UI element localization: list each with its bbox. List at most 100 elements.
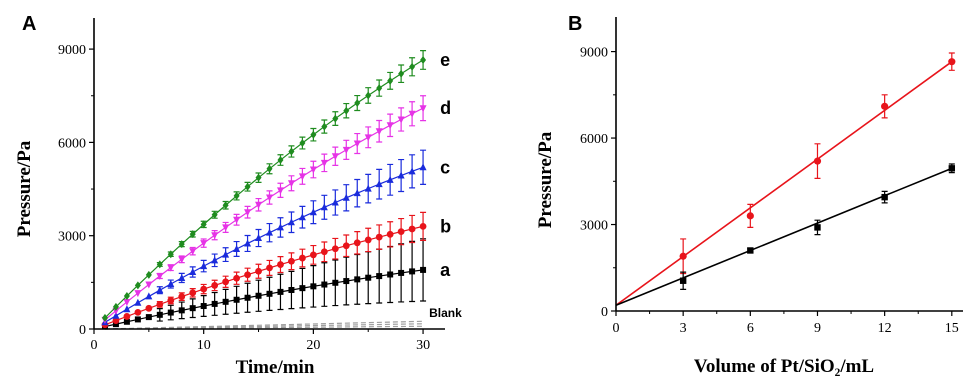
series-c-point-26 [375,180,383,188]
series-b-point-8 [178,293,186,301]
series-a-point-19 [299,285,306,292]
series-b-point-3 [123,313,131,320]
series-e-label: e [440,50,450,70]
series-b-point-24 [353,239,361,247]
panel-a-y-tick-label-9000: 9000 [58,43,86,58]
series-a-point-25 [365,274,372,281]
panel-b-ticks: 0 3 6 9 12 15 0 3000 6000 9000 [580,46,959,336]
series-a-point-30 [420,266,427,273]
series-e-point-1 [101,313,108,322]
series-d-point-24 [353,140,361,148]
panel-a: A 0 10 20 30 0 3000 6000 9000 Blank a b c d e Time/m… [14,13,462,378]
series-a-point-29 [409,268,416,275]
series-b-point-21 [320,248,328,256]
series-c-point-30 [419,163,427,171]
series-c-point-7 [167,280,175,288]
series-d-point-7 [167,264,175,272]
series-b-point-16 [266,264,273,272]
series-d-point-16 [266,194,273,202]
series-d-point-6 [156,273,164,281]
series-c-point-6 [156,286,164,294]
panel-b-series-b-point-6 [746,212,754,220]
panel-b-series-b-fit-line [615,61,953,306]
series-b-point-2 [112,317,120,324]
panel-b-series-a-point-12 [881,193,888,201]
series-e-point-22 [332,114,339,123]
series-e-point-4 [134,281,141,290]
series-d-point-3 [123,298,131,306]
series-e-point-15 [255,173,262,182]
panel-b-x-tick-label-6: 6 [747,321,754,336]
panel-a-x-tick-label-20: 20 [306,338,320,353]
series-c-point-13 [233,244,241,252]
panel-b-x-tick-label-15: 15 [945,321,959,336]
panel-b-y-tick-label-6000: 6000 [580,132,608,147]
series-a-point-15 [255,292,262,299]
series-c-point-3 [123,305,131,313]
series-b-point-20 [309,251,317,259]
series-e-point-28 [398,69,405,78]
series-b-point-29 [408,225,416,233]
series-b-point-15 [255,267,262,275]
series-b-point-22 [331,245,339,253]
series-c-point-8 [178,273,186,281]
series-c-point-20 [309,208,317,216]
series-c-point-16 [266,228,273,236]
series-d-line [104,107,424,321]
series-d-point-22 [331,153,339,161]
series-b-point-14 [244,271,251,279]
panel-a-y-tick-label-6000: 6000 [58,136,86,151]
series-a-point-28 [398,269,405,276]
series-e-point-25 [365,91,372,100]
series-e-point-16 [266,164,273,173]
series-a-point-27 [387,271,394,278]
series-e-point-24 [354,99,361,108]
series-b-label: b [440,216,451,236]
series-d-point-8 [178,256,186,264]
series-d-point-23 [342,146,350,154]
series-d-point-28 [397,116,405,124]
series-e-point-9 [189,230,196,239]
series-d-point-11 [211,232,219,240]
panel-b-axes [615,17,963,312]
panel-label-a: A [22,13,36,35]
series-d-point-9 [189,248,197,256]
series-d-label: d [440,98,451,118]
series-b-line [104,225,424,326]
series-d-point-21 [320,159,328,167]
series-d-point-18 [287,180,295,188]
series-c-point-14 [244,239,252,247]
series-c-point-10 [200,262,208,270]
series-a-point-11 [211,300,218,307]
series-c-point-23 [342,193,350,201]
series-c-point-11 [211,256,219,264]
panel-b-series-a-point-9 [814,224,821,231]
series-e-point-19 [299,139,306,148]
series-a-point-10 [200,303,207,310]
series-e-point-6 [156,260,163,269]
series-blank-label: Blank [429,306,462,320]
series-e-point-26 [376,84,383,93]
series-d-point-26 [375,128,383,136]
series-c-point-25 [364,184,372,192]
series-b-point-12 [222,278,230,286]
series-e-point-29 [409,62,416,71]
series-d-point-27 [386,122,394,130]
panel-a-ticks: 0 10 20 30 0 3000 6000 9000 [58,43,430,353]
panel-b-series-a-fit-line [615,167,953,306]
panel-b-series-b-point-3 [679,252,687,260]
series-e-point-2 [112,302,119,311]
blank-line-3 [104,320,424,330]
series-c-point-27 [386,175,394,183]
panel-b-x-tick-label-9: 9 [814,321,821,336]
series-a-point-9 [189,305,196,312]
series-e-point-3 [123,292,130,301]
series-e-point-11 [211,210,218,219]
series-e-point-10 [200,220,207,229]
series-c-point-15 [255,234,263,242]
series-c-point-28 [397,171,405,179]
series-d-point-25 [364,134,372,142]
series-e-point-18 [288,147,295,156]
series-a-line [104,269,424,328]
